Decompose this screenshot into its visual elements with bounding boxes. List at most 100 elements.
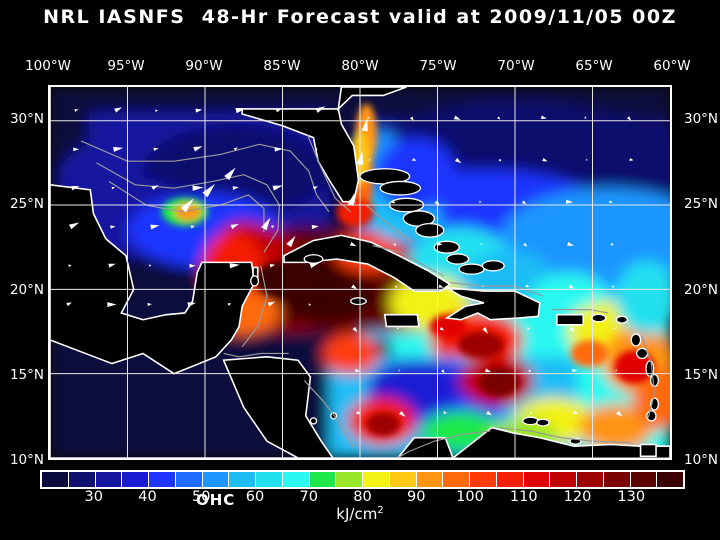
colorbar-cell	[389, 472, 417, 487]
colorbar-tick-label: 120	[563, 489, 592, 505]
current-vector-arrow	[356, 410, 362, 415]
lat-tick-label: 25°N	[9, 196, 44, 213]
lat-tick-label: 20°N	[684, 281, 719, 298]
current-vector-arrow	[261, 217, 271, 231]
island	[350, 297, 367, 306]
colorbar-tick-label: 110	[509, 489, 538, 505]
colorbar-cell	[416, 472, 444, 487]
lon-tick-label: 90°W	[185, 58, 223, 74]
landmass-trinidad	[639, 443, 657, 458]
ohc-contour-blob	[615, 260, 670, 335]
current-vector-arrow	[572, 368, 578, 373]
current-vector-arrow	[528, 369, 532, 372]
current-vector-arrow	[478, 200, 482, 203]
island	[303, 254, 324, 264]
lon-tick-label: 80°W	[341, 58, 379, 74]
ohc-contour-blob	[336, 196, 374, 227]
bathymetry-contour	[449, 282, 544, 297]
colorbar-cell	[229, 472, 256, 487]
current-vector-arrow	[615, 369, 618, 372]
bathymetry-contour	[241, 265, 268, 348]
current-vector-arrow	[311, 224, 319, 230]
colorbar-cell	[443, 472, 470, 487]
colorbar	[40, 470, 685, 489]
current-vector-arrow	[269, 264, 276, 268]
landmass-us-southeast-coast	[337, 87, 407, 112]
ohc-contour-blob	[366, 412, 401, 437]
current-vector-arrow	[567, 241, 574, 246]
bathymetry-contour	[223, 352, 289, 358]
island	[250, 275, 260, 287]
current-vector-arrow	[521, 200, 527, 205]
lat-tick-label: 30°N	[684, 111, 719, 128]
current-vector-arrow	[481, 285, 484, 287]
current-vector-arrow	[434, 200, 440, 206]
colorbar-cell	[603, 472, 631, 487]
ohc-contour-blob	[570, 339, 609, 367]
current-vector-arrow	[611, 285, 615, 288]
colorbar-cell	[202, 472, 230, 487]
colorbar-cell	[657, 472, 683, 487]
colorbar-tick-label: 90	[407, 489, 426, 505]
landmass-puerto-rico	[556, 313, 584, 326]
current-vector-arrow	[73, 147, 80, 152]
current-vector-arrow	[193, 146, 203, 152]
colorbar-tick-label: 100	[456, 489, 484, 505]
current-vector-arrow	[111, 186, 115, 190]
current-vector-arrow	[233, 147, 238, 151]
lon-tick-label: 60°W	[653, 58, 691, 74]
current-vector-arrow	[286, 235, 296, 248]
current-vector-arrow	[150, 224, 160, 230]
current-vector-arrow	[368, 158, 371, 161]
lon-tick-label: 65°W	[575, 58, 613, 74]
current-vector-arrow	[438, 284, 444, 288]
current-vector-arrow	[529, 411, 532, 415]
current-vector-arrow	[412, 158, 417, 162]
colorbar-cell	[363, 472, 390, 487]
colorbar-cell	[42, 472, 69, 487]
current-vector-arrow	[616, 410, 623, 417]
current-vector-arrow	[569, 326, 575, 332]
current-vector-arrow	[202, 183, 215, 198]
current-vector-arrow	[568, 284, 575, 289]
lon-tick-label: 70°W	[497, 58, 535, 74]
colorbar-cell	[309, 472, 337, 487]
lat-tick-label: 10°N	[9, 452, 44, 468]
lon-tick-label: 85°W	[263, 58, 301, 74]
island	[379, 180, 422, 196]
colorbar-tick-label: 50	[192, 489, 211, 505]
current-vector-arrow	[480, 242, 483, 245]
current-vector-arrow	[482, 326, 488, 334]
current-vector-arrow	[114, 107, 123, 113]
colorbar-cell	[175, 472, 203, 487]
island	[481, 260, 505, 272]
current-vector-arrow	[367, 116, 370, 119]
current-vector-arrow	[272, 185, 283, 191]
bathymetry-contour	[499, 427, 632, 444]
colorbar-cell	[122, 472, 149, 487]
current-vector-arrow	[498, 158, 502, 162]
map-panel: OHC	[48, 85, 672, 509]
current-vector-arrow	[190, 225, 195, 229]
landmass-hispaniola	[444, 286, 541, 321]
current-vector-arrow	[496, 116, 501, 120]
current-vector-arrow	[629, 157, 634, 162]
current-vector-arrow	[68, 264, 72, 268]
colorbar-cell	[550, 472, 577, 487]
ohc-contour-blob	[322, 282, 373, 313]
current-vector-arrow	[393, 242, 397, 246]
current-vector-arrow	[608, 200, 613, 204]
landmass-jamaica	[383, 313, 420, 328]
current-vector-arrow	[180, 198, 194, 213]
current-vector-arrow	[573, 410, 579, 415]
colorbar-cell	[496, 472, 524, 487]
current-vector-arrow	[227, 303, 232, 306]
colorbar-tick-label: 60	[245, 489, 265, 505]
bathymetry-contour	[395, 430, 491, 458]
colorbar-tick-label: 80	[353, 489, 372, 505]
colorbar-tick-label: 30	[84, 489, 103, 505]
island	[522, 416, 539, 426]
current-vector-arrow	[309, 263, 320, 269]
current-vector-arrow	[484, 368, 492, 373]
colorbar-cell	[95, 472, 123, 487]
